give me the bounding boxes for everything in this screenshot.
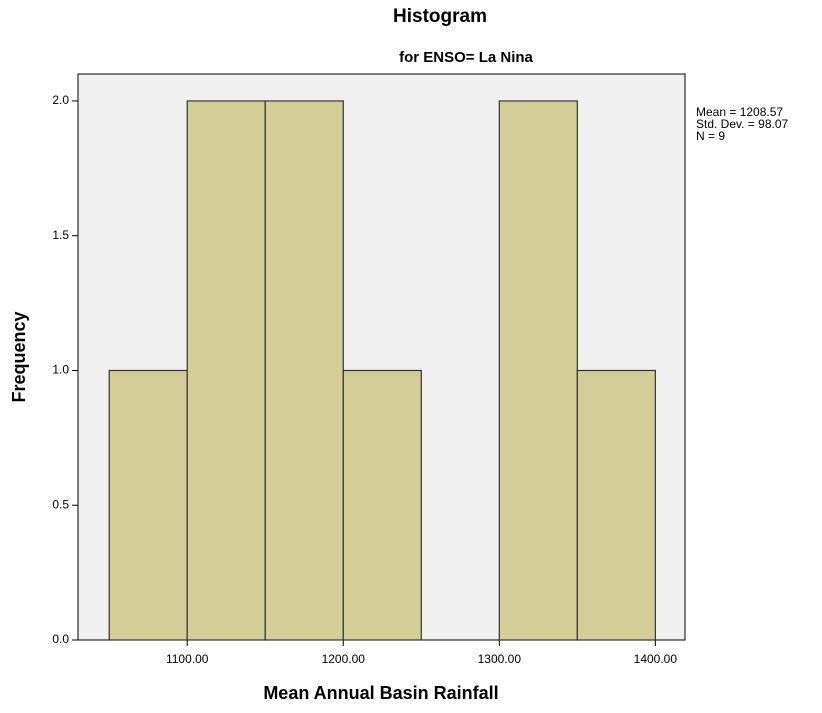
- stats-annotation: N = 9: [696, 129, 725, 143]
- x-tick-label: 1300.00: [478, 652, 522, 666]
- y-axis-label: Frequency: [9, 311, 29, 402]
- bar: [342, 369, 422, 641]
- bar: [576, 369, 656, 641]
- x-tick-label: 1100.00: [166, 652, 209, 666]
- x-axis-label: Mean Annual Basin Rainfall: [263, 683, 498, 703]
- stats-annotation: Mean = 1208.57: [696, 105, 783, 119]
- y-tick-label: 1.0: [52, 363, 69, 377]
- x-tick-label: 1400.00: [634, 652, 678, 666]
- y-tick-label: 2.0: [52, 93, 69, 107]
- y-tick-label: 0.0: [52, 632, 69, 646]
- chart-subtitle: for ENSO= La Nina: [399, 49, 533, 66]
- x-tick-label: 1200.00: [322, 652, 366, 666]
- bar: [186, 100, 266, 641]
- bar: [264, 100, 344, 641]
- y-tick-label: 0.5: [52, 497, 69, 511]
- chart-title: Histogram: [393, 6, 487, 27]
- bar: [108, 369, 188, 641]
- bar: [498, 100, 578, 641]
- y-tick-label: 1.5: [52, 228, 69, 242]
- stats-annotation: Std. Dev. = 98.07: [696, 117, 788, 131]
